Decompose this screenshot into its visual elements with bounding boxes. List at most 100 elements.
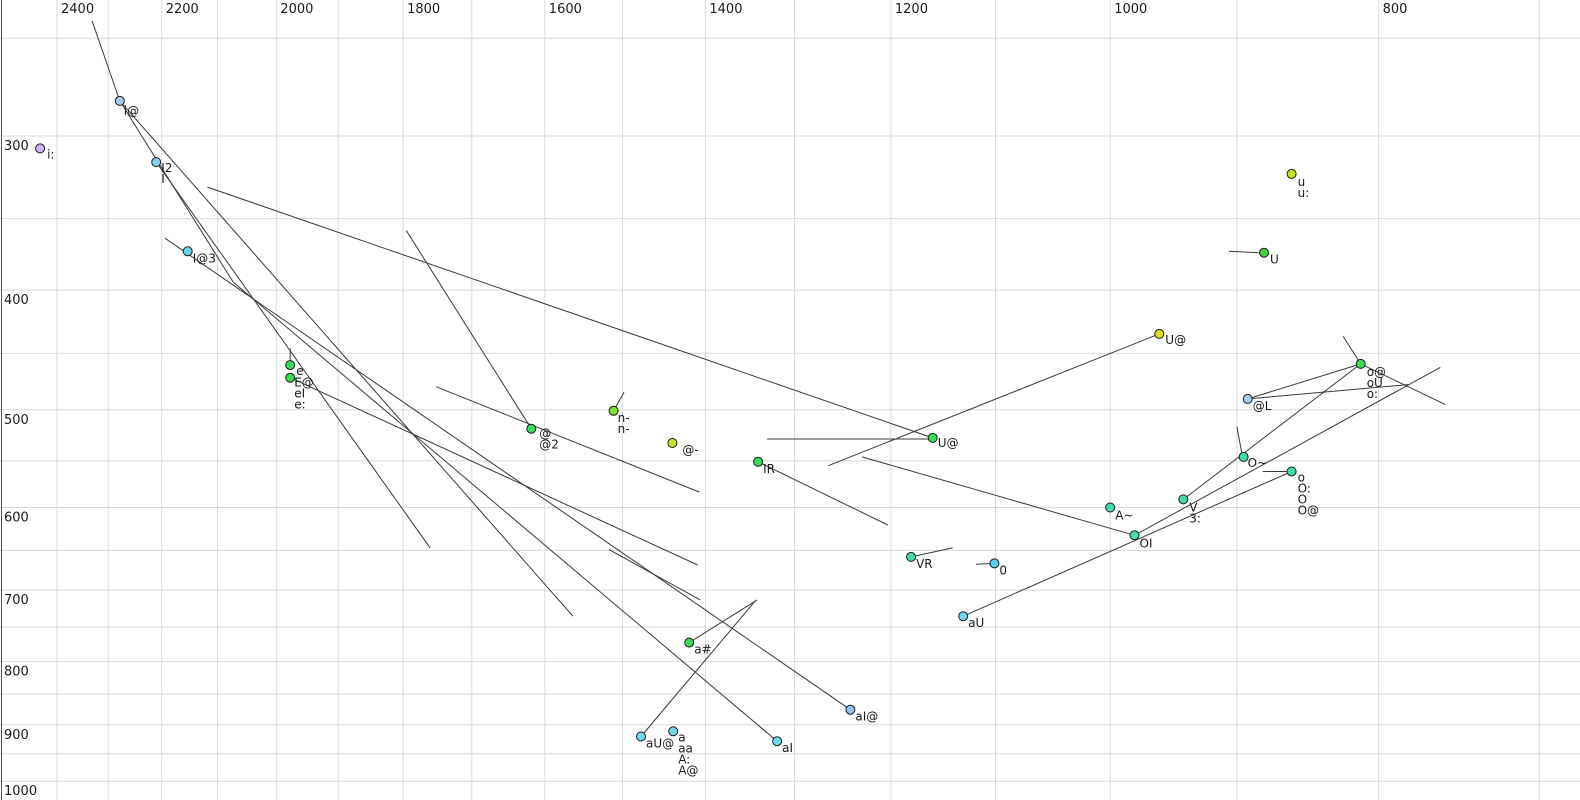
trajectory-line xyxy=(436,386,700,493)
vowel-point-marker xyxy=(636,731,646,742)
vowel-point-marker xyxy=(753,456,764,467)
vowel-point-marker xyxy=(1286,466,1297,477)
x-axis-tick-label: 1600 xyxy=(549,2,582,17)
x-axis-tick-label: 1200 xyxy=(895,2,928,17)
vowel-point-group: uu: xyxy=(1286,168,1310,200)
vowel-point-marker xyxy=(668,726,679,737)
vowel-point-group: n-n- xyxy=(608,405,630,436)
vowel-point-label: U@ xyxy=(1165,333,1186,347)
vowel-point-label: O~ xyxy=(1248,456,1268,470)
vowel-point-label: @2 xyxy=(539,438,559,452)
vowel-point-label: O xyxy=(1298,493,1307,507)
trajectory-line xyxy=(608,549,701,601)
vowel-point-label: 3: xyxy=(1189,511,1201,525)
vowel-point-label: @ xyxy=(539,427,551,441)
x-axis-tick-label: 1800 xyxy=(407,2,440,17)
vowel-point-label: @L xyxy=(1253,399,1272,413)
vowel-point-label: aU@ xyxy=(646,737,674,751)
trajectory-line xyxy=(289,377,698,566)
vowel-point-group: U xyxy=(1259,247,1279,267)
vowel-point-label: O: xyxy=(1298,482,1311,496)
trajectory-line xyxy=(1247,363,1361,400)
vowel-point-group: V3: xyxy=(1178,494,1201,525)
vowel-point-label: I@3 xyxy=(193,251,216,265)
vowel-point-marker xyxy=(989,558,1000,569)
trajectory-line xyxy=(1342,336,1362,365)
vowel-point-marker xyxy=(1242,393,1253,404)
vowel-point-group: a# xyxy=(684,637,712,657)
vowel-point-marker xyxy=(1259,247,1269,258)
vowel-point-group: U@ xyxy=(1154,328,1186,347)
y-axis-tick-label: 400 xyxy=(4,293,29,308)
x-axis-tick-label: 1000 xyxy=(1114,2,1147,17)
vowel-point-group: VR xyxy=(906,551,933,571)
vowel-point-label: E@ xyxy=(294,376,314,390)
vowel-point-label: u xyxy=(1298,175,1306,189)
trajectory-line xyxy=(962,471,1292,617)
vowel-point-label: i: xyxy=(47,147,54,161)
vowel-point-group: O~ xyxy=(1238,451,1268,470)
trajectory-lines xyxy=(91,20,1446,742)
vowel-point-marker xyxy=(608,405,619,416)
vowel-point-group: @- xyxy=(667,438,699,457)
vowel-point-label: I xyxy=(161,172,165,186)
vowel-point-marker xyxy=(927,432,938,443)
trajectory-line xyxy=(1247,384,1410,400)
vowel-point-label: o xyxy=(1298,471,1305,485)
trajectory-line xyxy=(861,456,1135,536)
y-axis-tick-label: 300 xyxy=(4,139,29,154)
vowel-point-label: a xyxy=(678,730,685,744)
vowel-point-marker xyxy=(845,704,856,715)
trajectory-line xyxy=(1228,250,1259,254)
x-axis-tick-label: 2200 xyxy=(166,2,199,17)
vowel-point-marker xyxy=(772,736,783,747)
vowel-point-label: I2 xyxy=(161,161,172,175)
trajectory-line xyxy=(207,186,933,439)
vowel-point-label: A@ xyxy=(678,763,698,777)
vowel-point-label: OI xyxy=(1140,536,1153,550)
vowel-point-marker xyxy=(1238,451,1249,462)
y-axis-tick-label: 600 xyxy=(4,511,29,526)
trajectory-line xyxy=(910,547,953,558)
vowel-point-label: O@ xyxy=(1298,504,1319,518)
vowel-point-marker xyxy=(285,372,296,383)
x-axis-tick-label: 2400 xyxy=(61,2,94,17)
trajectory-line xyxy=(1360,363,1446,405)
vowel-point-marker xyxy=(1129,530,1140,541)
vowel-point-group: oO:OO@ xyxy=(1286,466,1319,518)
y-axis-tick-label: 700 xyxy=(4,593,29,608)
trajectory-line xyxy=(119,100,574,617)
vowel-point-marker xyxy=(1105,502,1116,513)
vowel-point-group: aI@ xyxy=(845,704,878,724)
trajectory-line xyxy=(1236,426,1243,456)
vowel-point-label: A~ xyxy=(1115,509,1133,523)
vowel-point-label: o@ xyxy=(1367,365,1386,379)
vowel-point-group: E@eIe: xyxy=(285,372,314,412)
trajectory-line xyxy=(688,599,758,644)
vowel-point-label: U@ xyxy=(938,436,959,450)
trajectory-line xyxy=(232,281,778,742)
vowel-point-group: i@ xyxy=(114,95,139,118)
vowel-point-label: u: xyxy=(1298,186,1310,200)
x-axis-tick-label: 2000 xyxy=(280,2,313,17)
vowel-point-label: IR xyxy=(763,462,775,476)
vowel-point-label: eI xyxy=(294,387,305,401)
trajectory-line xyxy=(757,461,889,526)
trajectory-line xyxy=(640,600,756,737)
vowel-point-group: IR xyxy=(753,456,775,476)
vowel-point-label: U xyxy=(1270,253,1279,267)
vowel-point-label: VR xyxy=(916,557,933,571)
vowel-point-label: V xyxy=(1189,500,1198,514)
vowel-point-marker xyxy=(958,611,969,622)
vowel-point-label: 0 xyxy=(999,563,1007,577)
x-axis-tick-label: 800 xyxy=(1383,2,1408,17)
vowel-point-group: I2I xyxy=(151,157,172,186)
vowel-point-group: @@2 xyxy=(526,423,559,452)
vowel-point-group: aI xyxy=(772,736,793,755)
trajectory-line xyxy=(1134,366,1441,536)
vowel-point-label: @- xyxy=(682,443,698,457)
vowel-point-label: a# xyxy=(694,643,711,657)
vowel-point-group: A~ xyxy=(1105,502,1133,523)
